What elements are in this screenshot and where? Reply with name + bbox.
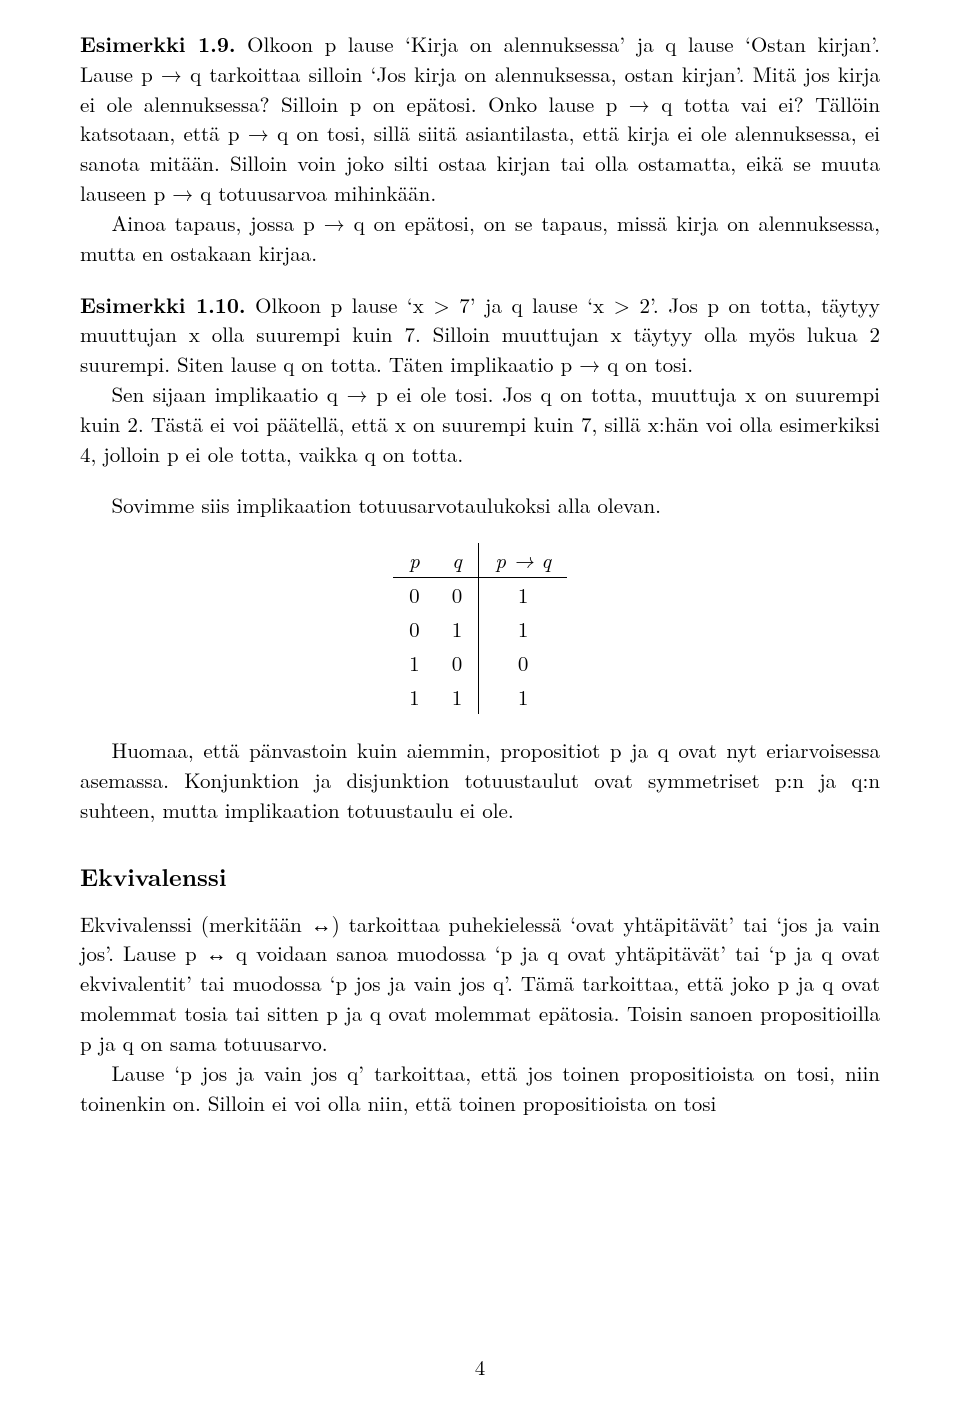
page-number: 4 xyxy=(0,1352,960,1382)
table-header-row: p q p → q xyxy=(393,543,567,578)
example-1-10-paragraph-1: Esimerkki 1.10. Olkoon p lause ‘x > 7’ j… xyxy=(80,291,880,380)
ekvivalenssi-heading: Ekvivalenssi xyxy=(80,860,880,894)
example-1-10-label: Esimerkki 1.10. xyxy=(80,290,246,320)
table-row: 0 1 1 xyxy=(393,612,567,646)
example-1-9-label: Esimerkki 1.9. xyxy=(80,29,236,59)
conclusion-intro: Sovimme siis implikaation totuusarvotaul… xyxy=(80,491,880,521)
table-row: 1 1 1 xyxy=(393,680,567,714)
example-1-9-paragraph-1: Esimerkki 1.9. Olkoon p lause ‘Kirja on … xyxy=(80,30,880,209)
note-paragraph: Huomaa, että pänvastoin kuin aiemmin, pr… xyxy=(80,736,880,825)
table-body: 0 0 1 0 1 1 1 0 0 1 1 1 xyxy=(393,578,567,715)
table-row: 0 0 1 xyxy=(393,578,567,613)
example-1-10-paragraph-2: Sen sijaan implikaatio q → p ei ole tosi… xyxy=(80,380,880,469)
page: Esimerkki 1.9. Olkoon p lause ‘Kirja on … xyxy=(0,0,960,1414)
example-1-9-paragraph-2: Ainoa tapaus, jossa p → q on epätosi, on… xyxy=(80,209,880,269)
table-row: 1 0 0 xyxy=(393,646,567,680)
col-p: p xyxy=(393,543,436,578)
truth-table: p q p → q 0 0 1 0 1 1 1 0 0 1 xyxy=(393,543,567,714)
ekvivalenssi-paragraph-2: Lause ‘p jos ja vain jos q’ tarkoittaa, … xyxy=(80,1059,880,1119)
ekvivalenssi-paragraph-1: Ekvivalenssi (merkitään ↔) tarkoittaa pu… xyxy=(80,910,880,1059)
col-q: q xyxy=(436,543,479,578)
col-impl: p → q xyxy=(479,543,567,578)
